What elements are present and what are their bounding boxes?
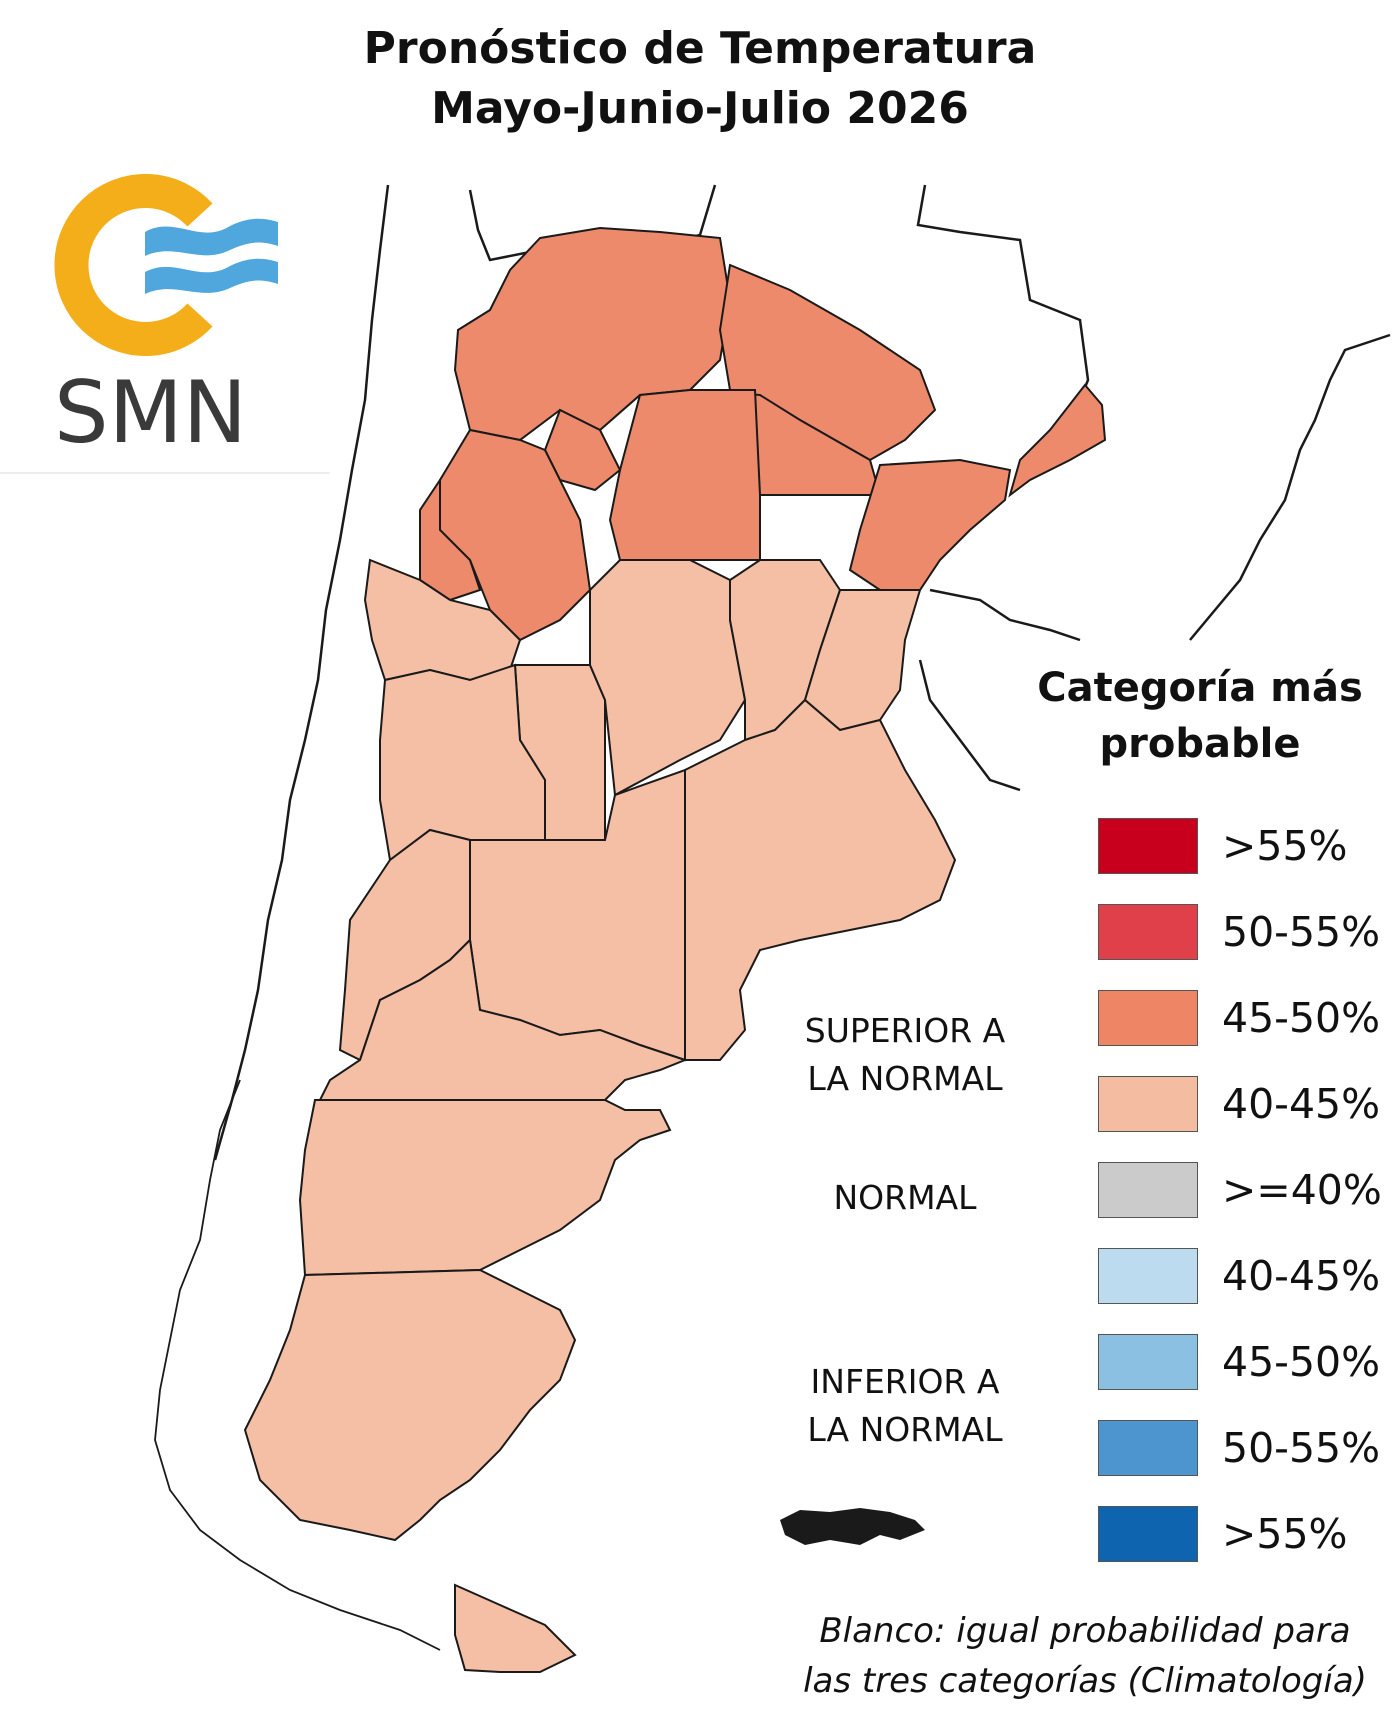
logo-wave-bottom (145, 258, 278, 294)
province-formosa (718, 263, 937, 462)
province-corrientes (848, 458, 1012, 591)
legend-label-inf-50-55: 50-55% (1222, 1424, 1381, 1472)
uruguay-border-line (929, 588, 1081, 642)
map-title-line1: Pronóstico de Temperatura (363, 23, 1037, 74)
chile-fjords-line (154, 1079, 441, 1651)
chile-coast-line (213, 184, 390, 1161)
legend-swatch-inf-50-55 (1098, 1420, 1198, 1476)
legend-swatch-inf-55 (1098, 1506, 1198, 1562)
legend-label-normal: >=40% (1222, 1166, 1382, 1214)
group-label-superior-line2: LA NORMAL (807, 1059, 1003, 1098)
legend-swatch-sup-40-45 (1098, 1076, 1198, 1132)
province-cordoba (589, 559, 747, 797)
legend-heading-line1: Categoría más (1037, 665, 1363, 711)
legend-swatch-sup-50-55 (1098, 904, 1198, 960)
logo-wave-top (145, 218, 278, 256)
plata-coast-line (918, 659, 1021, 792)
legend-swatch-sup-45-50 (1098, 990, 1198, 1046)
region-south-40-45 (243, 558, 957, 1673)
legend-label-inf-40-45: 40-45% (1222, 1252, 1381, 1300)
province-entre-rios (803, 589, 922, 732)
logo-text: SMN (54, 363, 247, 460)
brazil-coast-line (1189, 333, 1391, 641)
group-label-inferior-line1: INFERIOR A (810, 1362, 1000, 1401)
province-chubut (298, 1099, 672, 1277)
legend-swatch-inf-40-45 (1098, 1248, 1198, 1304)
legend-label-sup-50-55: 50-55% (1222, 908, 1381, 956)
legend-label-inf-45-50: 45-50% (1222, 1338, 1381, 1386)
logo-divider (0, 472, 330, 474)
group-label-superior-line1: SUPERIOR A (804, 1011, 1006, 1050)
malvinas-islands (780, 1508, 925, 1545)
province-santiago-del-estero (608, 389, 761, 561)
paraguay-border-line (916, 184, 1090, 421)
legend-label-sup-45-50: 45-50% (1222, 994, 1381, 1042)
legend-label-sup-40-45: 40-45% (1222, 1080, 1381, 1128)
legend-swatch-inf-45-50 (1098, 1334, 1198, 1390)
group-label-inferior-line2: LA NORMAL (807, 1410, 1003, 1449)
province-tierra-del-fuego (454, 1583, 577, 1673)
patagonia-coast (154, 1079, 441, 1651)
smn-logo: SMN (54, 174, 278, 460)
footnote-line1: Blanco: igual probabilidad para (819, 1611, 1351, 1651)
group-label-normal: NORMAL (833, 1178, 977, 1217)
logo-ring (54, 174, 213, 356)
legend-swatch-normal (1098, 1162, 1198, 1218)
region-north-45-50 (419, 226, 1107, 642)
legend-swatch-sup-55 (1098, 818, 1198, 874)
province-santa-cruz (243, 1268, 577, 1542)
neighbor-borders (213, 184, 1391, 1161)
map-subtitle-period: Mayo-Junio-Julio 2026 (431, 83, 969, 134)
footnote-line2: las tres categorías (Climatología) (803, 1661, 1367, 1701)
province-misiones (1008, 383, 1107, 498)
legend-label-sup-55: >55% (1222, 822, 1348, 870)
islands (780, 1508, 925, 1545)
province-buenos-aires (684, 698, 957, 1061)
legend-heading-line2: probable (1099, 721, 1301, 767)
legend-label-inf-55: >55% (1222, 1510, 1348, 1558)
